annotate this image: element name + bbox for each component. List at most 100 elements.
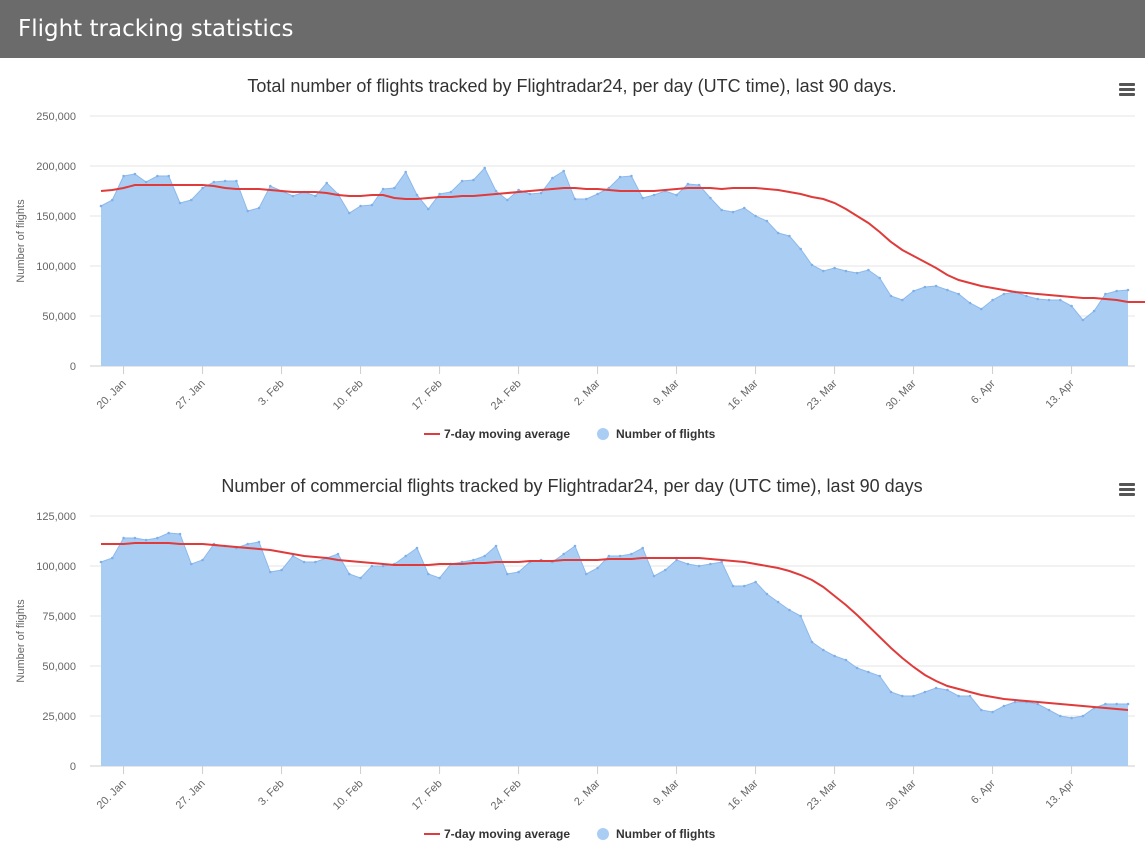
data-point: [630, 174, 633, 178]
data-point: [427, 572, 430, 576]
legend-item-number-of-flights[interactable]: Number of flights: [597, 827, 716, 841]
x-tick-label: 17. Feb: [410, 778, 445, 813]
x-tick-label: 9. Mar: [651, 377, 682, 408]
data-point: [190, 562, 193, 566]
data-point: [889, 294, 893, 298]
data-point: [720, 560, 723, 564]
hamburger-menu-icon[interactable]: [1117, 82, 1137, 98]
data-point: [720, 208, 723, 212]
data-point: [957, 292, 960, 296]
data-point: [855, 271, 859, 275]
data-point: [494, 544, 498, 548]
legend-label: Number of flights: [616, 827, 716, 841]
data-point: [776, 600, 780, 604]
data-point: [167, 174, 170, 178]
data-point: [1036, 297, 1039, 301]
x-tick-label: 27. Jan: [174, 778, 208, 812]
data-point: [156, 174, 159, 178]
data-point: [867, 268, 870, 272]
data-point: [641, 196, 644, 200]
total-flights-chart: Total number of flights tracked by Fligh…: [0, 58, 1145, 456]
data-point: [1115, 289, 1118, 293]
data-point: [980, 307, 983, 311]
data-point: [178, 532, 182, 536]
data-point: [901, 298, 904, 302]
x-tick-label: 6. Apr: [969, 377, 998, 406]
data-point: [1126, 702, 1130, 706]
data-point: [980, 708, 983, 712]
legend-label: 7-day moving average: [444, 827, 570, 841]
data-point: [551, 176, 554, 180]
x-tick-label: 24. Feb: [489, 778, 524, 813]
x-tick-label: 24. Feb: [489, 378, 524, 413]
data-point: [788, 234, 791, 238]
y-tick-label: 150,000: [36, 211, 76, 223]
series-line-number-of-flights: [100, 167, 1129, 321]
data-point: [776, 231, 780, 235]
legend-label: Number of flights: [616, 427, 716, 441]
data-point: [302, 560, 306, 564]
data-point: [630, 552, 633, 556]
chart-svg: Number of commercial flights tracked by …: [15, 476, 1135, 841]
data-point: [1126, 288, 1130, 292]
data-point: [99, 204, 103, 208]
y-tick-label: 50,000: [42, 311, 76, 323]
data-point: [201, 558, 204, 562]
data-point: [596, 192, 599, 196]
data-point: [855, 666, 859, 670]
data-point: [686, 562, 690, 566]
y-tick-label: 200,000: [36, 161, 76, 173]
data-point: [562, 169, 565, 173]
data-point: [483, 166, 487, 170]
data-point: [731, 584, 735, 588]
data-point: [370, 564, 374, 568]
data-point: [607, 186, 611, 190]
data-point: [878, 674, 881, 678]
data-point: [946, 688, 949, 692]
data-point: [573, 197, 577, 201]
legend-item-moving-average[interactable]: 7-day moving average: [424, 827, 570, 841]
x-tick-label: 20. Jan: [95, 778, 129, 812]
x-tick-label: 13. Apr: [1044, 777, 1077, 810]
series-area-number-of-flights: [101, 168, 1128, 366]
data-point: [133, 536, 137, 540]
data-point: [901, 694, 904, 698]
data-point: [810, 640, 814, 644]
commercial-flights-chart: Number of commercial flights tracked by …: [0, 458, 1145, 856]
data-point: [133, 172, 137, 176]
x-tick-label: 16. Mar: [726, 377, 761, 412]
data-point: [788, 608, 791, 612]
x-tick-label: 23. Mar: [805, 777, 840, 812]
data-point: [1092, 309, 1096, 313]
x-tick-label: 17. Feb: [410, 378, 445, 413]
data-point: [1081, 714, 1085, 718]
data-point: [144, 180, 148, 184]
data-point: [438, 576, 441, 580]
data-point: [178, 201, 182, 205]
data-point: [675, 558, 678, 562]
y-tick-label: 125,000: [36, 511, 76, 523]
data-point: [336, 552, 340, 556]
data-point: [991, 710, 994, 714]
data-point: [991, 298, 994, 302]
data-point: [415, 193, 419, 197]
data-point: [731, 210, 735, 214]
data-point: [235, 179, 238, 183]
data-point: [607, 554, 611, 558]
data-point: [156, 536, 159, 540]
data-point: [359, 204, 362, 208]
hamburger-menu-icon[interactable]: [1117, 482, 1137, 498]
legend-item-moving-average[interactable]: 7-day moving average: [424, 427, 570, 441]
legend-item-number-of-flights[interactable]: Number of flights: [597, 427, 716, 441]
data-point: [201, 186, 204, 190]
data-point: [144, 538, 148, 542]
data-point: [246, 209, 249, 213]
y-tick-label: 25,000: [42, 711, 76, 723]
y-tick-label: 100,000: [36, 261, 76, 273]
data-point: [348, 572, 351, 576]
x-tick-label: 3. Feb: [256, 778, 287, 809]
y-tick-label: 100,000: [36, 561, 76, 573]
data-point: [946, 288, 949, 292]
data-point: [765, 592, 769, 596]
data-point: [190, 198, 193, 202]
